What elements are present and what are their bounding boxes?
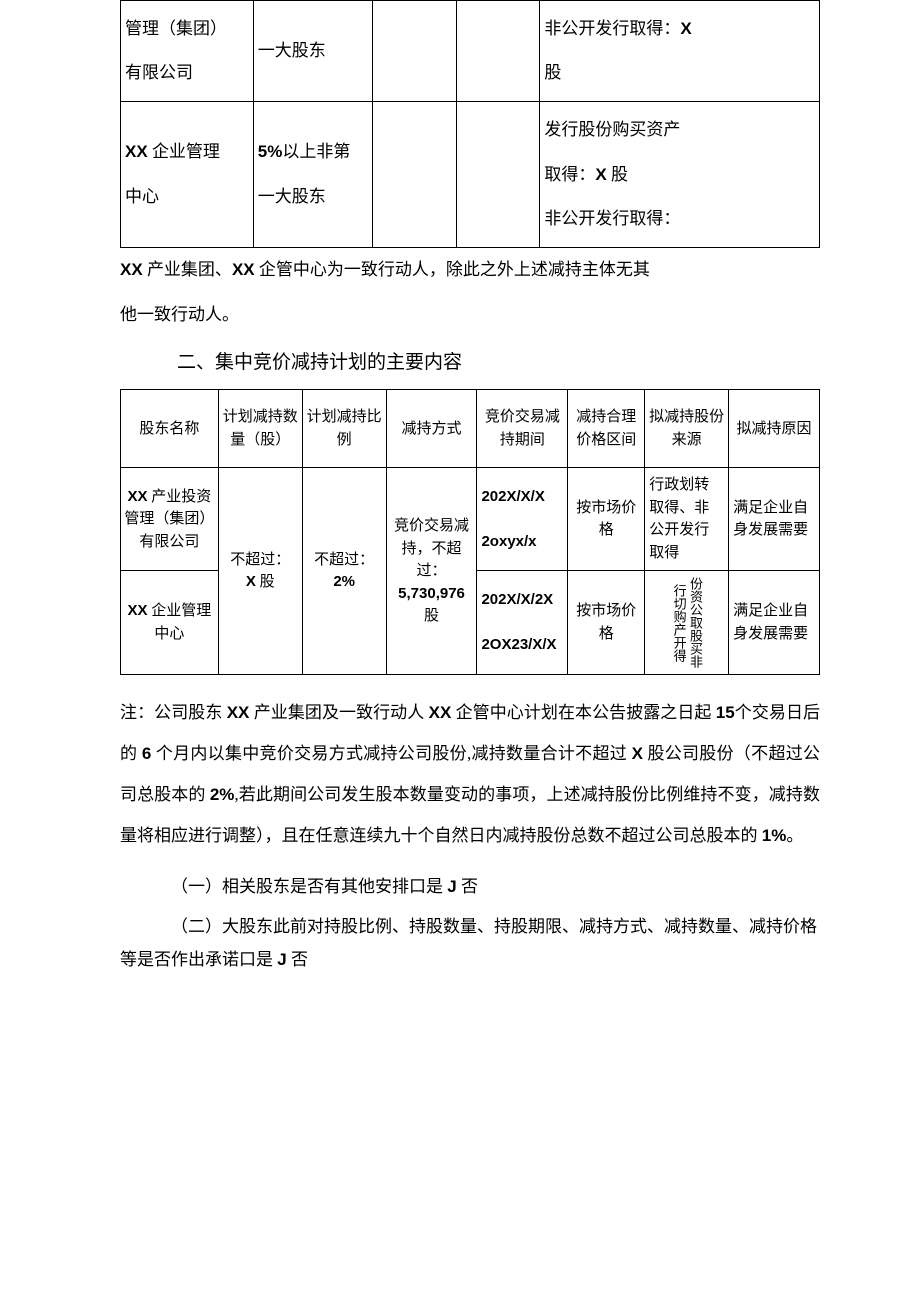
cell-source: 发行股份购买资产取得：X 股非公开发行取得： — [540, 102, 820, 248]
cell-name: XX 产业投资管理（集团）有限公司 — [121, 468, 219, 571]
cell-empty — [456, 1, 540, 102]
cell-reason: 满足企业自身发展需要 — [729, 571, 820, 675]
col-header: 拟减持股份来源 — [645, 390, 729, 468]
table-row: XX 企业管理中心 5%以上非第一大股东 发行股份购买资产取得：X 股非公开发行… — [121, 102, 820, 248]
cell-empty — [456, 102, 540, 248]
col-header: 计划减持数量（股） — [218, 390, 302, 468]
col-header: 竞价交易减持期间 — [477, 390, 568, 468]
cell-price: 按市场价格 — [568, 468, 645, 571]
cell-price: 按市场价格 — [568, 571, 645, 675]
cell-source: 行政划转取得、非公开发行取得 — [645, 468, 729, 571]
cell-source: 非公开发行取得：X股 — [540, 1, 820, 102]
cell-reason: 满足企业自身发展需要 — [729, 468, 820, 571]
cell-name: XX 企业管理中心 — [121, 571, 219, 675]
col-header: 减持合理价格区间 — [568, 390, 645, 468]
cell-period: 202X/X/2X2OX23/X/X — [477, 571, 568, 675]
cell-period: 202X/X/X2oxyx/x — [477, 468, 568, 571]
shareholder-table: 管理（集团） 有限公司 一大股东 非公开发行取得：X股 XX 企业管理中心 5%… — [120, 0, 820, 248]
col-header: 股东名称 — [121, 390, 219, 468]
item-paragraph: （二）大股东此前对持股比例、持股数量、持股期限、减持方式、减持数量、减持价格等是… — [120, 911, 820, 976]
cell-qty: 不超过：X 股 — [218, 468, 302, 675]
cell-name: 管理（集团） 有限公司 — [121, 1, 254, 102]
col-header: 拟减持原因 — [729, 390, 820, 468]
cell-empty — [372, 1, 456, 102]
reduction-plan-table: 股东名称 计划减持数量（股） 计划减持比例 减持方式 竞价交易减持期间 减持合理… — [120, 389, 820, 675]
table-header-row: 股东名称 计划减持数量（股） 计划减持比例 减持方式 竞价交易减持期间 减持合理… — [121, 390, 820, 468]
cell-method: 竞价交易减持，不超过：5,730,976 股 — [386, 468, 477, 675]
col-header: 计划减持比例 — [302, 390, 386, 468]
cell-source: 行切购产开得 份资公取股买非 — [645, 571, 729, 675]
table-row: 管理（集团） 有限公司 一大股东 非公开发行取得：X股 — [121, 1, 820, 102]
section-title: 二、集中竞价减持计划的主要内容 — [120, 342, 820, 384]
paragraph: 他一致行动人。 — [120, 295, 820, 336]
item-paragraph: （一）相关股东是否有其他安排口是 J 否 — [120, 867, 820, 908]
table-row: XX 产业投资管理（集团）有限公司 不超过：X 股 不超过：2% 竞价交易减持，… — [121, 468, 820, 571]
cell-type: 一大股东 — [253, 1, 372, 102]
cell-name: XX 企业管理中心 — [121, 102, 254, 248]
note-paragraph: 注：公司股东 XX 产业集团及一致行动人 XX 企管中心计划在本公告披露之日起 … — [120, 693, 820, 856]
paragraph: XX 产业集团、XX 企管中心为一致行动人，除此之外上述减持主体无其 — [120, 250, 820, 291]
cell-empty — [372, 102, 456, 248]
col-header: 减持方式 — [386, 390, 477, 468]
cell-type: 5%以上非第一大股东 — [253, 102, 372, 248]
document-page: 管理（集团） 有限公司 一大股东 非公开发行取得：X股 XX 企业管理中心 5%… — [0, 0, 920, 1040]
cell-ratio: 不超过：2% — [302, 468, 386, 675]
